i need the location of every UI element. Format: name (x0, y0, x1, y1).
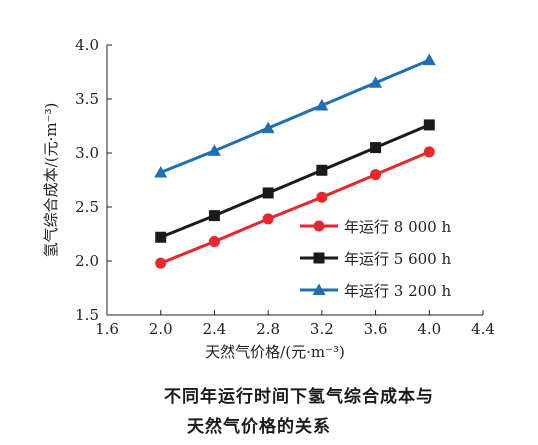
series-line (160, 150, 430, 265)
data-point (261, 121, 275, 134)
data-point (423, 119, 435, 131)
data-point (208, 236, 220, 248)
x-tick-label: 2.0 (149, 320, 173, 338)
data-point (316, 191, 328, 203)
y-tick-label: 4.0 (75, 36, 99, 54)
data-point (369, 76, 383, 88)
y-tick-label: 2.5 (75, 198, 99, 216)
x-tick-label: 2.4 (202, 320, 226, 338)
legend: 年运行 8 000 h 年运行 5 600 h 年运行 3 200 h (300, 218, 451, 300)
series-2 (155, 119, 435, 243)
y-tick-label: 3.5 (75, 90, 99, 108)
series-layer (154, 53, 436, 269)
x-tick-label: 4.0 (417, 320, 441, 338)
y-tick-label: 3.0 (75, 144, 99, 162)
axes: 1.6 2.0 2.4 2.8 3.2 3.6 4.0 4.4 1.5 2.0 2.5 3.0 3.5 4… (42, 36, 495, 361)
y-tick-label: 1.5 (75, 306, 99, 324)
x-axis-label: 天然气价格/(元·m⁻³) (205, 343, 345, 361)
data-point (208, 210, 220, 222)
legend-entry: 年运行 8 000 h (300, 218, 451, 236)
legend-label: 年运行 3 200 h (344, 282, 451, 300)
legend-marker (313, 252, 325, 264)
figure-caption-line-1: 不同年运行时间下氢气综合成本与 (164, 387, 434, 407)
x-tick-label: 4.4 (471, 320, 495, 338)
y-tick-label: 2.0 (75, 252, 99, 270)
x-tick-label: 3.6 (364, 320, 388, 338)
legend-marker (313, 220, 325, 232)
chart: 1.6 2.0 2.4 2.8 3.2 3.6 4.0 4.4 1.5 2.0 2.5 3.0 3.5 4… (42, 36, 495, 361)
legend-entry: 年运行 5 600 h (300, 250, 451, 268)
legend-marker (312, 283, 326, 295)
legend-label: 年运行 5 600 h (344, 250, 451, 268)
data-point (370, 142, 382, 154)
series-1 (155, 146, 435, 269)
data-point (370, 169, 382, 181)
data-point (262, 213, 274, 225)
data-point (315, 98, 329, 111)
data-point (422, 53, 436, 66)
data-point (423, 146, 435, 158)
series-line (160, 58, 430, 174)
legend-label: 年运行 8 000 h (344, 218, 451, 236)
x-tick-label: 2.8 (256, 320, 280, 338)
data-point (207, 144, 221, 156)
data-point (154, 165, 168, 178)
data-point (155, 257, 167, 269)
legend-entry: 年运行 3 200 h (300, 282, 451, 300)
data-point (316, 164, 328, 176)
series-3 (154, 53, 436, 178)
figure-caption-line-2: 天然气价格的关系 (187, 417, 331, 437)
data-point (262, 187, 274, 199)
x-tick-label: 3.2 (310, 320, 334, 338)
y-axis-label: 氢气综合成本/(元·m⁻³) (42, 103, 60, 258)
series-line (160, 123, 430, 239)
data-point (155, 231, 167, 243)
x-tick-label: 1.6 (95, 320, 119, 338)
